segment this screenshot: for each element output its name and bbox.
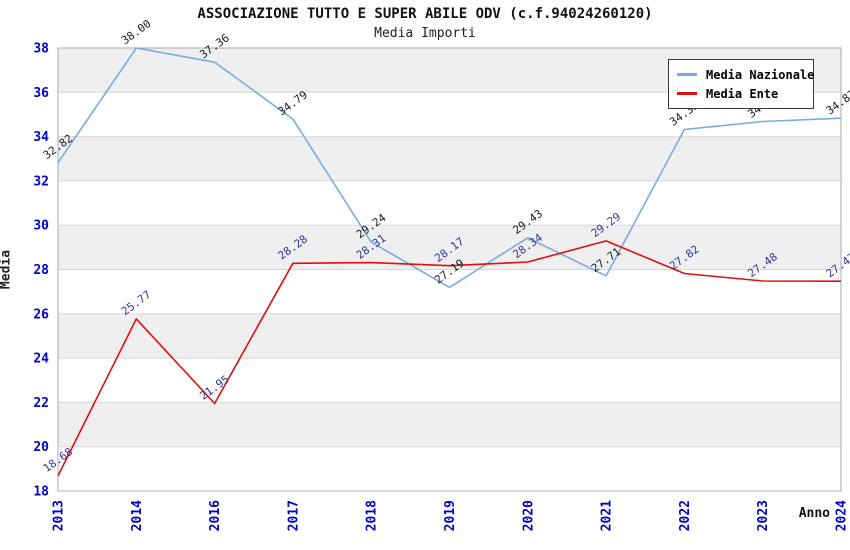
x-tick-label: 2017 xyxy=(286,500,301,531)
legend: Media Nazionale Media Ente xyxy=(668,59,814,109)
y-tick-label: 34 xyxy=(33,130,49,145)
y-tick-label: 32 xyxy=(33,174,49,189)
plot-band xyxy=(58,225,841,270)
x-tick-label: 2016 xyxy=(208,500,223,531)
data-label: 21.95 xyxy=(197,373,231,403)
chart-title: ASSOCIAZIONE TUTTO E SUPER ABILE ODV (c.… xyxy=(197,6,653,22)
chart-subtitle: Media Importi xyxy=(374,26,476,41)
y-tick-label: 30 xyxy=(33,219,49,234)
x-tick-label: 2013 xyxy=(52,500,67,531)
plot-border xyxy=(57,47,842,492)
legend-line-swatch-red xyxy=(677,92,697,95)
legend-label: Media Nazionale xyxy=(706,67,815,82)
x-tick-label: 2023 xyxy=(756,500,771,531)
y-tick-label: 24 xyxy=(33,352,49,367)
x-axis-label: Anno xyxy=(798,506,830,521)
legend-label: Media Ente xyxy=(706,86,779,101)
legend-line-swatch-blue xyxy=(677,73,697,76)
plot-band xyxy=(58,402,841,447)
plot-band xyxy=(58,313,841,359)
y-tick-label: 26 xyxy=(33,307,49,322)
x-tick-label: 2021 xyxy=(600,500,615,531)
series-line-media-nazionale xyxy=(57,47,842,289)
y-tick-label: 20 xyxy=(33,440,49,455)
x-tick-label: 2018 xyxy=(365,500,380,531)
y-tick-label: 18 xyxy=(33,485,49,500)
y-tick-label: 38 xyxy=(33,42,49,57)
x-tick-label: 2019 xyxy=(443,500,458,531)
plot-band xyxy=(58,136,841,181)
data-label: 38.00 xyxy=(119,17,153,47)
y-tick-label: 36 xyxy=(33,86,49,101)
series-line-media-ente xyxy=(57,240,842,477)
x-tick-label: 2014 xyxy=(130,500,145,531)
legend-item-media-ente: Media Ente xyxy=(677,84,807,103)
y-tick-label: 22 xyxy=(33,396,49,411)
y-axis-label: Media xyxy=(0,249,14,290)
y-tick-label: 28 xyxy=(33,263,49,278)
x-tick-label: 2024 xyxy=(835,500,850,531)
x-tick-label: 2022 xyxy=(678,500,693,531)
x-tick-label: 2020 xyxy=(521,500,536,531)
legend-item-media-nazionale: Media Nazionale xyxy=(677,65,814,84)
